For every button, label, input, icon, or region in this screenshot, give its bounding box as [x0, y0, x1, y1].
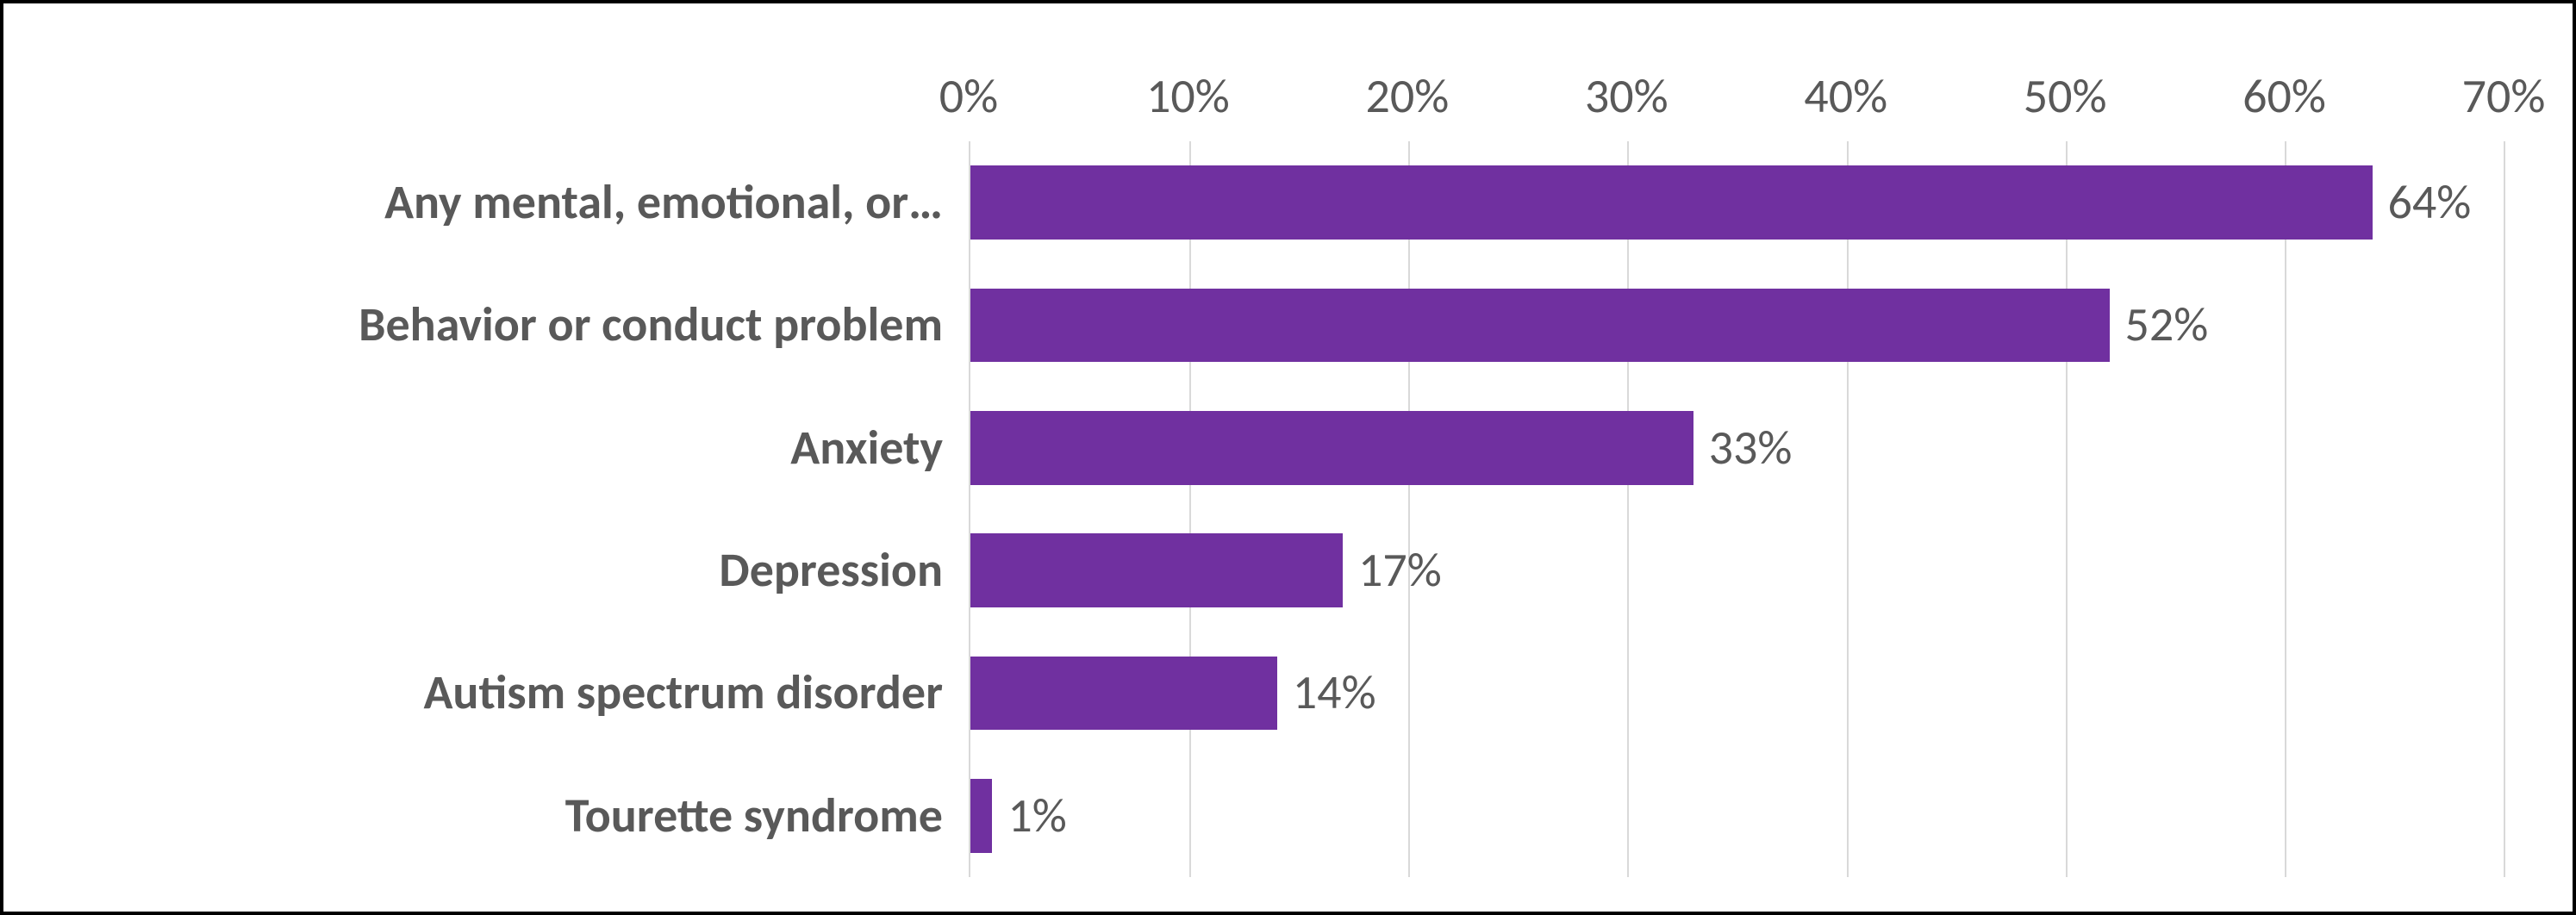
plot-row: Any mental, emotional, or…Behavior or co…: [55, 141, 2504, 877]
bar-value-label: 52%: [2110, 296, 2209, 354]
bar-value-label: 17%: [1343, 541, 1442, 600]
bar-slot: 64%: [970, 141, 2504, 264]
gridline: [2504, 141, 2505, 877]
bar: 64%: [970, 165, 2373, 239]
x-tick-label: 10%: [1146, 67, 1230, 126]
category-labels: Any mental, emotional, or…Behavior or co…: [55, 141, 969, 877]
category-label: Depression: [55, 509, 969, 632]
chart-frame: 0% 10% 20% 30% 40% 50% 60% 70% Any mental, emot…: [0, 0, 2576, 915]
category-label: Any mental, emotional, or…: [55, 141, 969, 264]
chart-inner: 0%10%20%30%40%50%60%70% Any mental, emot…: [55, 38, 2504, 877]
x-tick-label: 0%: [939, 67, 998, 126]
x-axis-row: 0%10%20%30%40%50%60%70%: [55, 38, 2504, 141]
category-label: Behavior or conduct problem: [55, 264, 969, 386]
bar: 33%: [970, 411, 1693, 484]
bar-slot: 33%: [970, 387, 2504, 509]
bar-value-label: 1%: [992, 787, 1066, 845]
category-label: Anxiety: [55, 387, 969, 509]
category-label: Autism spectrum disorder: [55, 632, 969, 754]
bar-value-label: 14%: [1277, 663, 1376, 722]
x-tick-label: 20%: [1365, 67, 1449, 126]
bar: 52%: [970, 289, 2110, 362]
bars-container: 64% 52% 33% 17% 14% 1%: [970, 141, 2504, 877]
bar-slot: 52%: [970, 264, 2504, 386]
x-tick-label: 60%: [2242, 67, 2326, 126]
bar-slot: 1%: [970, 755, 2504, 877]
x-tick-label: 70%: [2462, 67, 2546, 126]
x-tick-label: 50%: [2024, 67, 2107, 126]
x-tick-label: 30%: [1585, 67, 1668, 126]
bar: 14%: [970, 657, 1277, 730]
bar-value-label: 33%: [1693, 419, 1793, 477]
bar-slot: 14%: [970, 632, 2504, 754]
x-axis-ticks: 0%10%20%30%40%50%60%70%: [969, 38, 2504, 141]
plot-area: 64% 52% 33% 17% 14% 1%: [969, 141, 2504, 877]
bar-value-label: 64%: [2373, 173, 2472, 232]
bar-slot: 17%: [970, 509, 2504, 632]
bar: 1%: [970, 779, 992, 852]
bar: 17%: [970, 533, 1343, 607]
x-tick-label: 40%: [1804, 67, 1887, 126]
category-label: Tourette syndrome: [55, 755, 969, 877]
